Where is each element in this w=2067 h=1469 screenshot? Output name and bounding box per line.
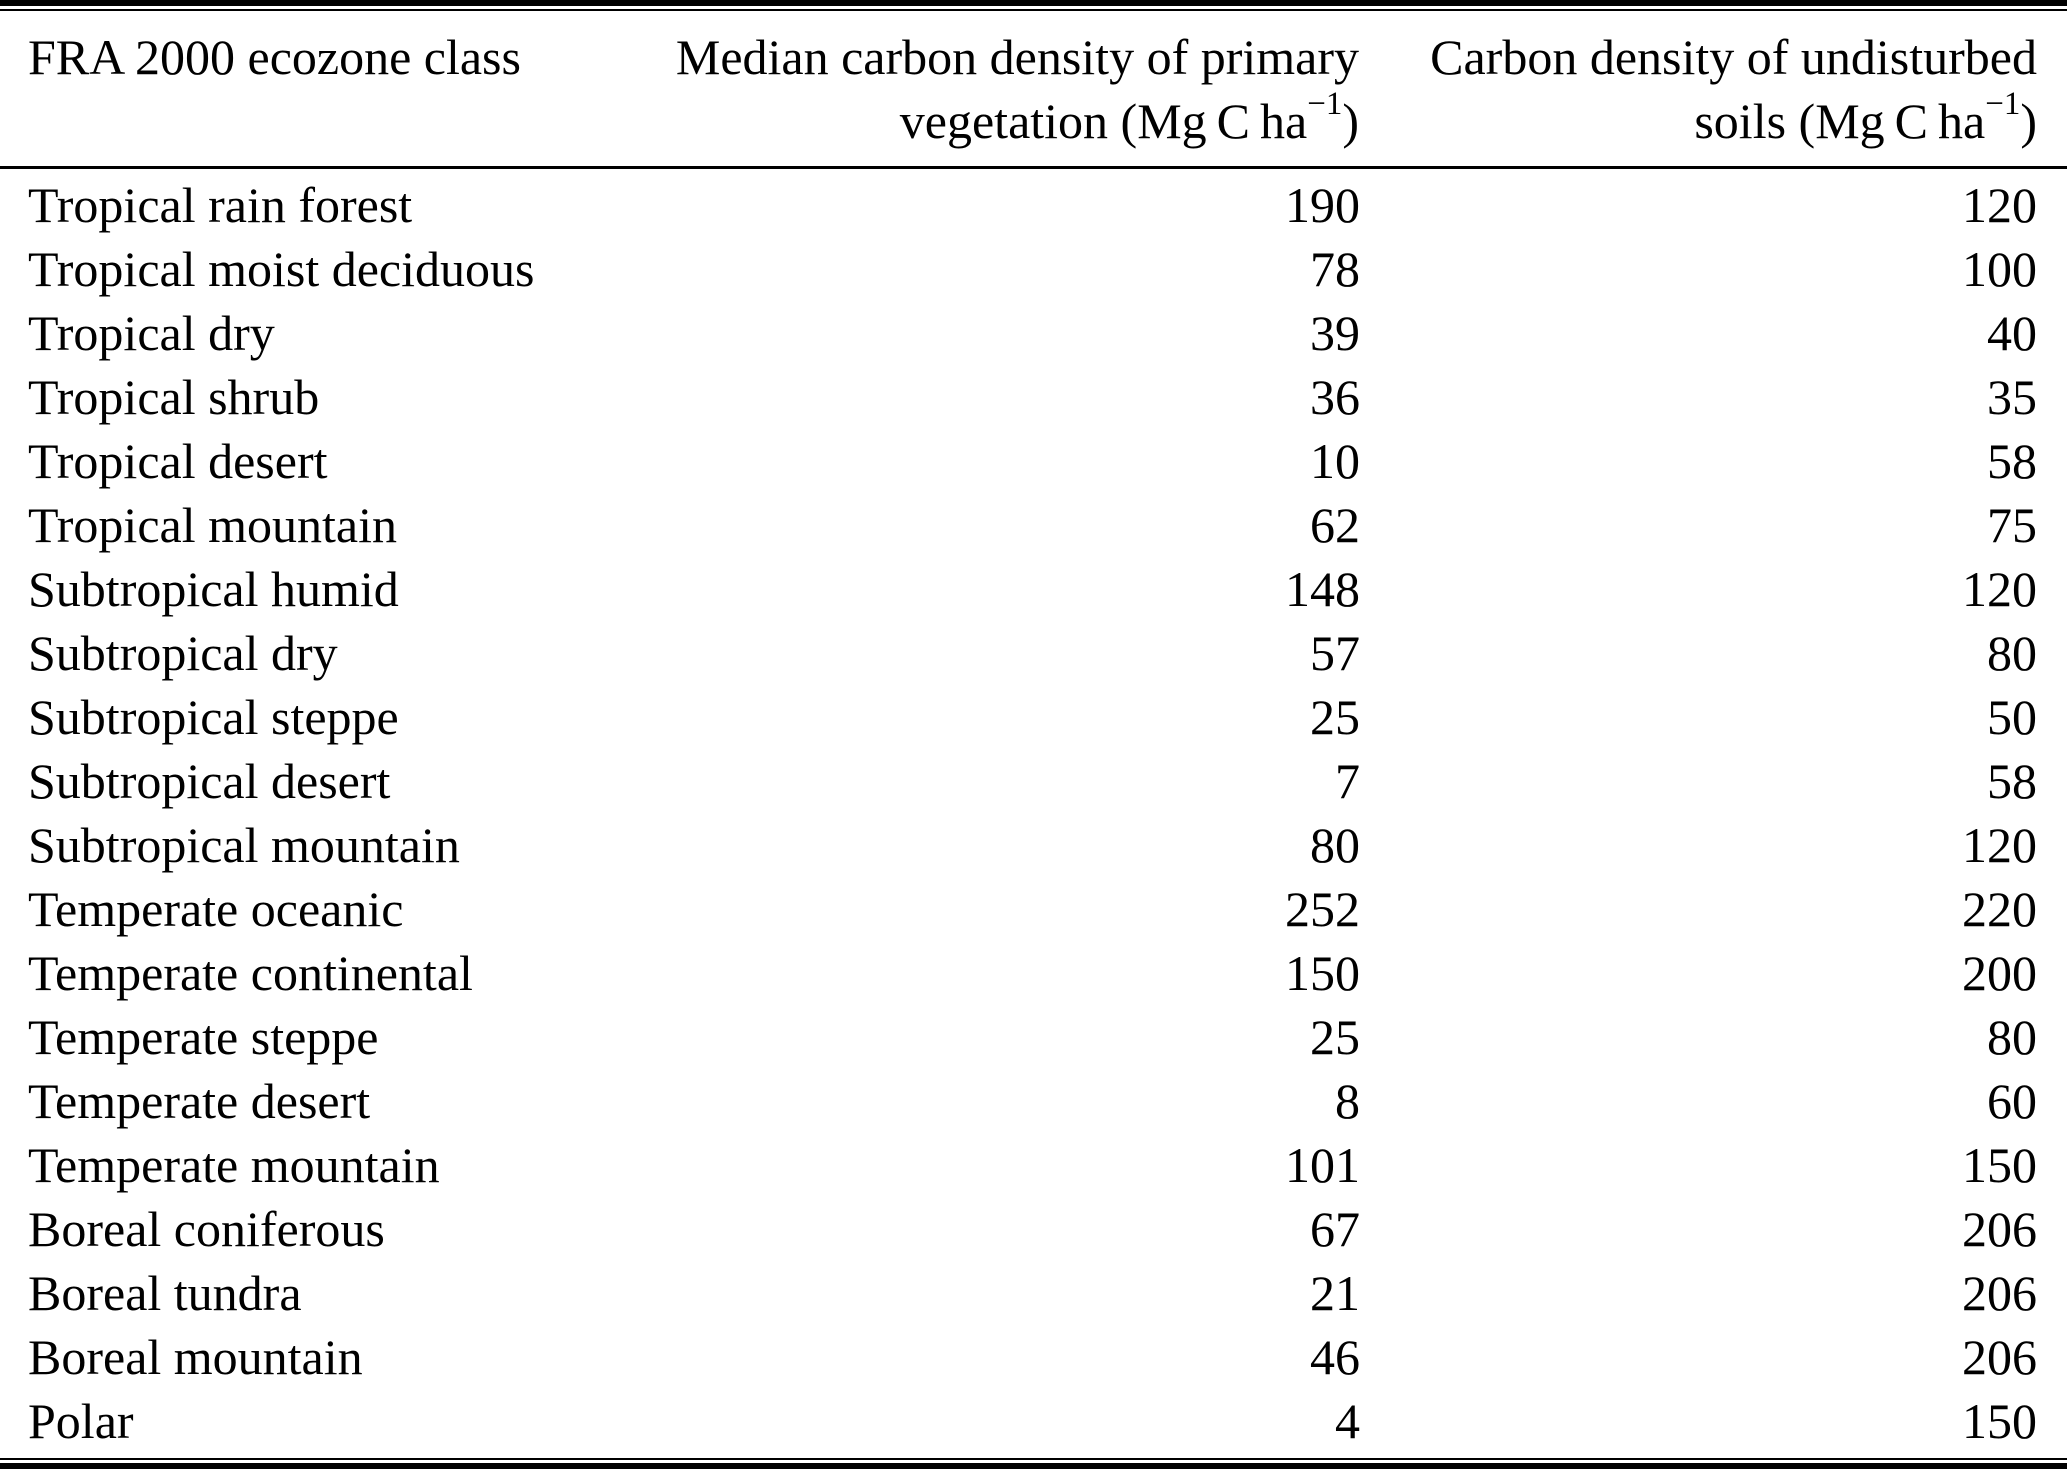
ecozone-cell: Tropical moist deciduous xyxy=(28,241,535,297)
vegetation-value-cell: 148 xyxy=(1285,561,1360,617)
header-row: FRA 2000 ecozone class Median carbon den… xyxy=(0,11,2067,169)
table-row: Boreal tundra 21 206 xyxy=(0,1261,2067,1325)
soils-value-cell: 206 xyxy=(1962,1201,2037,1257)
vegetation-value-cell: 62 xyxy=(1310,497,1360,553)
table-row: Tropical desert 10 58 xyxy=(0,429,2067,493)
soils-value-cell: 80 xyxy=(1987,1009,2037,1065)
col-header-vegetation-line1: Median carbon density of primary xyxy=(675,29,1359,85)
vegetation-value-cell: 25 xyxy=(1310,1009,1360,1065)
vegetation-value-cell: 101 xyxy=(1285,1137,1360,1193)
vegetation-value-cell: 252 xyxy=(1285,881,1360,937)
vegetation-value-cell: 25 xyxy=(1310,689,1360,745)
ecozone-cell: Temperate continental xyxy=(28,945,473,1001)
vegetation-value-cell: 46 xyxy=(1310,1329,1360,1385)
vegetation-value-cell: 80 xyxy=(1310,817,1360,873)
ecozone-cell: Polar xyxy=(28,1393,134,1449)
soils-value-cell: 100 xyxy=(1962,241,2037,297)
table-row: Boreal coniferous 67 206 xyxy=(0,1197,2067,1261)
col-header-vegetation: Median carbon density of primary vegetat… xyxy=(440,11,1360,169)
carbon-density-table: FRA 2000 ecozone class Median carbon den… xyxy=(0,11,2067,1453)
bottom-outer-rule xyxy=(0,1463,2067,1469)
ecozone-cell: Subtropical humid xyxy=(28,561,399,617)
vegetation-value-cell: 4 xyxy=(1335,1393,1360,1449)
col-header-vegetation-line2: vegetation (Mg C ha−1) xyxy=(899,86,1359,150)
table-row: Boreal mountain 46 206 xyxy=(0,1325,2067,1389)
soils-value-cell: 60 xyxy=(1987,1073,2037,1129)
ecozone-cell: Subtropical steppe xyxy=(28,689,399,745)
ecozone-cell: Boreal coniferous xyxy=(28,1201,385,1257)
table-row: Tropical dry 39 40 xyxy=(0,301,2067,365)
vegetation-value-cell: 36 xyxy=(1310,369,1360,425)
soils-value-cell: 58 xyxy=(1987,753,2037,809)
col-header-soils: Carbon density of undisturbed soils (Mg … xyxy=(1360,11,2067,169)
table-row: Tropical mountain 62 75 xyxy=(0,493,2067,557)
table-row: Temperate oceanic 252 220 xyxy=(0,877,2067,941)
ecozone-cell: Temperate mountain xyxy=(28,1137,440,1193)
soils-value-cell: 150 xyxy=(1962,1393,2037,1449)
table-row: Temperate mountain 101 150 xyxy=(0,1133,2067,1197)
table-row: Temperate desert 8 60 xyxy=(0,1069,2067,1133)
table-row: Subtropical desert 7 58 xyxy=(0,749,2067,813)
ecozone-cell: Temperate desert xyxy=(28,1073,371,1129)
vegetation-value-cell: 190 xyxy=(1285,177,1360,233)
table-row: Tropical rain forest 190 120 xyxy=(0,168,2067,238)
soils-value-cell: 220 xyxy=(1962,881,2037,937)
table-row: Temperate steppe 25 80 xyxy=(0,1005,2067,1069)
table-row: Temperate continental 150 200 xyxy=(0,941,2067,1005)
soils-value-cell: 50 xyxy=(1987,689,2037,745)
soils-value-cell: 120 xyxy=(1962,817,2037,873)
top-outer-rule xyxy=(0,0,2067,6)
ecozone-cell: Temperate steppe xyxy=(28,1009,379,1065)
table-row: Subtropical dry 57 80 xyxy=(0,621,2067,685)
vegetation-value-cell: 150 xyxy=(1285,945,1360,1001)
soils-value-cell: 75 xyxy=(1987,497,2037,553)
vegetation-value-cell: 7 xyxy=(1335,753,1360,809)
bottom-inner-rule xyxy=(0,1458,2067,1460)
table-header: FRA 2000 ecozone class Median carbon den… xyxy=(0,11,2067,169)
soils-value-cell: 150 xyxy=(1962,1137,2037,1193)
vegetation-value-cell: 8 xyxy=(1335,1073,1360,1129)
vegetation-value-cell: 67 xyxy=(1310,1201,1360,1257)
top-inner-rule xyxy=(0,9,2067,11)
ecozone-cell: Tropical mountain xyxy=(28,497,397,553)
table-row: Polar 4 150 xyxy=(0,1389,2067,1453)
table-row: Tropical shrub 36 35 xyxy=(0,365,2067,429)
table-body: Tropical rain forest 190 120 Tropical mo… xyxy=(0,168,2067,1454)
col-header-ecozone-label: FRA 2000 ecozone class xyxy=(28,29,521,85)
col-header-soils-line1: Carbon density of undisturbed xyxy=(1430,29,2037,85)
soils-value-cell: 206 xyxy=(1962,1265,2037,1321)
ecozone-cell: Boreal mountain xyxy=(28,1329,363,1385)
soils-value-cell: 206 xyxy=(1962,1329,2037,1385)
ecozone-cell: Subtropical mountain xyxy=(28,817,460,873)
soils-value-cell: 40 xyxy=(1987,305,2037,361)
soils-value-cell: 120 xyxy=(1962,561,2037,617)
vegetation-value-cell: 21 xyxy=(1310,1265,1360,1321)
table-row: Subtropical mountain 80 120 xyxy=(0,813,2067,877)
ecozone-cell: Tropical shrub xyxy=(28,369,320,425)
ecozone-cell: Tropical desert xyxy=(28,433,328,489)
table-row: Subtropical steppe 25 50 xyxy=(0,685,2067,749)
col-header-soils-line2: soils (Mg C ha−1) xyxy=(1694,86,2037,150)
ecozone-cell: Tropical dry xyxy=(28,305,275,361)
soils-value-cell: 35 xyxy=(1987,369,2037,425)
soils-value-cell: 200 xyxy=(1962,945,2037,1001)
ecozone-cell: Subtropical dry xyxy=(28,625,338,681)
table-row: Tropical moist deciduous 78 100 xyxy=(0,237,2067,301)
vegetation-value-cell: 10 xyxy=(1310,433,1360,489)
soils-value-cell: 120 xyxy=(1962,177,2037,233)
table-row: Subtropical humid 148 120 xyxy=(0,557,2067,621)
soils-value-cell: 80 xyxy=(1987,625,2037,681)
unit-superscript: −1 xyxy=(1985,86,2021,122)
vegetation-value-cell: 39 xyxy=(1310,305,1360,361)
unit-superscript: −1 xyxy=(1307,86,1343,122)
ecozone-cell: Tropical rain forest xyxy=(28,177,413,233)
ecozone-cell: Boreal tundra xyxy=(28,1265,302,1321)
ecozone-cell: Subtropical desert xyxy=(28,753,391,809)
ecozone-cell: Temperate oceanic xyxy=(28,881,404,937)
vegetation-value-cell: 78 xyxy=(1310,241,1360,297)
col-header-ecozone: FRA 2000 ecozone class xyxy=(0,11,521,169)
soils-value-cell: 58 xyxy=(1987,433,2037,489)
vegetation-value-cell: 57 xyxy=(1310,625,1360,681)
